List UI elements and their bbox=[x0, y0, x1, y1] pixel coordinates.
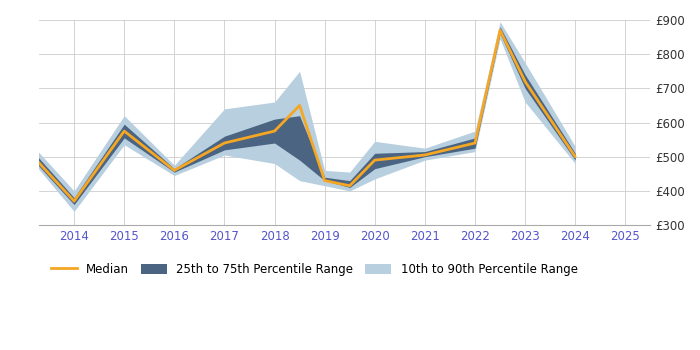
Legend: Median, 25th to 75th Percentile Range, 10th to 90th Percentile Range: Median, 25th to 75th Percentile Range, 1… bbox=[46, 258, 582, 281]
